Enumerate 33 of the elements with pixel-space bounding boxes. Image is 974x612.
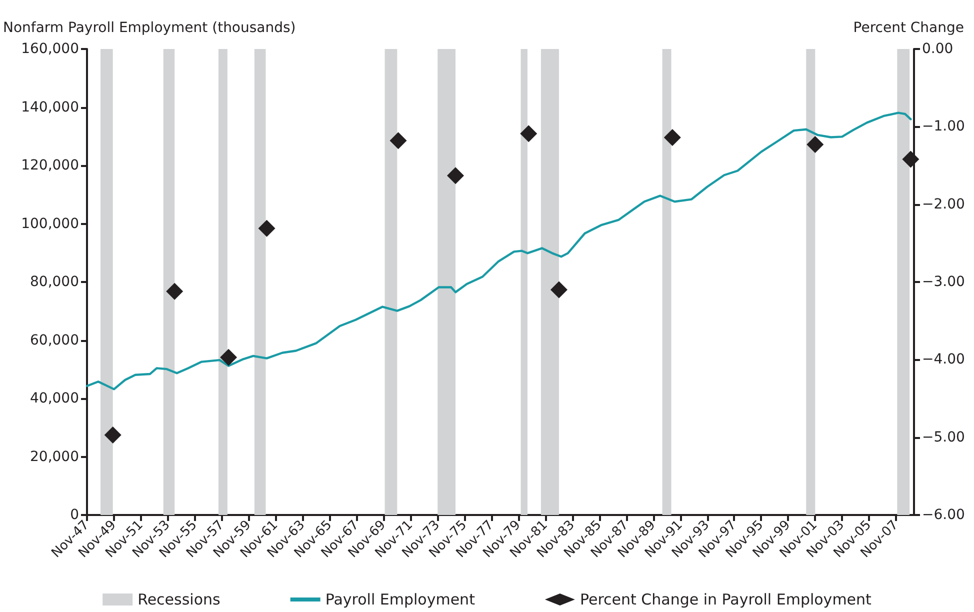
y-tick-label: 60,000 bbox=[30, 332, 79, 348]
y-tick-label: 120,000 bbox=[21, 158, 79, 174]
point bbox=[390, 132, 407, 150]
y2-tick-label: −6.00 bbox=[922, 507, 965, 523]
y2-axis-title: Percent Change bbox=[853, 20, 964, 36]
y-tick-label: 80,000 bbox=[30, 274, 79, 290]
point bbox=[550, 281, 568, 298]
y-tick-label: 160,000 bbox=[21, 41, 79, 57]
point bbox=[104, 426, 122, 444]
legend-label: Percent Change in Payroll Employment bbox=[580, 590, 872, 608]
point bbox=[520, 125, 538, 142]
y-tick-label: 140,000 bbox=[21, 99, 79, 116]
point bbox=[806, 136, 824, 154]
point bbox=[166, 282, 184, 300]
point bbox=[258, 220, 276, 237]
y-axis-title: Nonfarm Payroll Employment (thousands) bbox=[3, 20, 296, 36]
legend-label: Recessions bbox=[138, 590, 221, 608]
y-tick-label: 20,000 bbox=[30, 448, 79, 465]
y-tick-label: 40,000 bbox=[30, 390, 79, 406]
line-series bbox=[86, 112, 912, 390]
legend-label: Payroll Employment bbox=[325, 590, 476, 608]
y2-tick-label: 0.00 bbox=[922, 41, 954, 57]
y2-tick-label: −4.00 bbox=[922, 352, 965, 368]
point bbox=[447, 167, 464, 184]
y2-tick-label: −3.00 bbox=[922, 274, 965, 290]
point bbox=[664, 129, 681, 146]
y-tick-label: 0 bbox=[70, 507, 79, 523]
y2-tick-label: −5.00 bbox=[922, 429, 965, 446]
y2-tick-label: −1.00 bbox=[922, 118, 965, 135]
y2-tick-label: −2.00 bbox=[922, 196, 965, 212]
point bbox=[902, 150, 920, 168]
point bbox=[220, 348, 238, 366]
y-tick-label: 100,000 bbox=[21, 216, 79, 232]
